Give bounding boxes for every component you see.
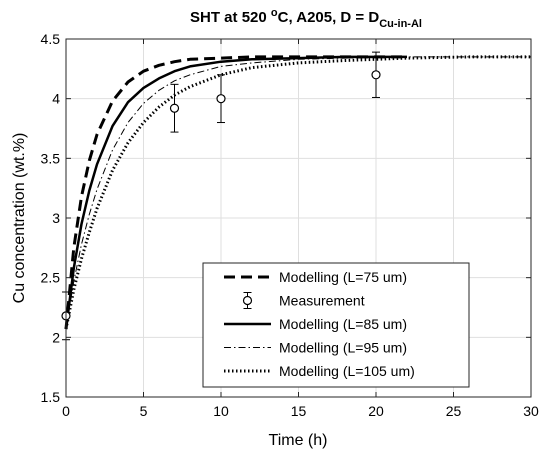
y-tick-label: 3 bbox=[52, 210, 60, 226]
measurement-point bbox=[169, 103, 180, 113]
x-tick-label: 15 bbox=[291, 403, 307, 419]
series-line-modelling-l-95-um bbox=[65, 56, 531, 330]
measurement-point bbox=[371, 70, 381, 80]
y-axis-label: Cu concentration (wt.%) bbox=[11, 133, 28, 304]
y-tick-label: 1.5 bbox=[41, 389, 61, 405]
title-superscript: o bbox=[271, 7, 278, 19]
legend-label: Modelling (L=75 um) bbox=[279, 269, 407, 285]
series-line-modelling-l-85-um bbox=[64, 55, 407, 330]
legend-entry: Modelling (L=105 um) bbox=[224, 363, 415, 379]
legend-marker bbox=[242, 295, 253, 306]
legend-entry: Modelling (L=85 um) bbox=[224, 316, 407, 332]
legend: Modelling (L=75 um) Measurement Modelling … bbox=[202, 262, 470, 388]
legend-label: Measurement bbox=[279, 293, 365, 309]
x-tick-label: 10 bbox=[213, 403, 229, 419]
chart-title: SHT at 520 oC, A205, D = DCu-in-Al bbox=[190, 7, 422, 30]
series-line-modelling-l-75-um bbox=[64, 55, 407, 330]
x-tick-label: 20 bbox=[368, 403, 384, 419]
legend-label: Modelling (L=95 um) bbox=[279, 340, 407, 356]
x-tick-label: 25 bbox=[446, 403, 462, 419]
y-tick-label: 4 bbox=[52, 91, 60, 107]
legend-entry: Modelling (L=75 um) bbox=[224, 269, 407, 285]
x-axis-label: Time (h) bbox=[269, 432, 328, 449]
measurement-point bbox=[216, 94, 226, 104]
y-tick-label: 2.5 bbox=[41, 270, 61, 286]
legend-entry: Modelling (L=95 um) bbox=[224, 340, 407, 356]
legend-label: Modelling (L=85 um) bbox=[279, 316, 407, 332]
x-tick-label: 5 bbox=[140, 403, 148, 419]
title-subscript: Cu-in-Al bbox=[379, 18, 422, 30]
y-tick-label: 2 bbox=[52, 329, 60, 345]
legend-entry: Measurement bbox=[242, 292, 365, 309]
y-tick-label: 3.5 bbox=[41, 150, 61, 166]
y-tick-label: 4.5 bbox=[41, 31, 61, 47]
series-layer bbox=[64, 55, 531, 330]
x-tick-label: 0 bbox=[62, 403, 70, 419]
ticks: 0 5 10 15 20 25 30 1.5 2 2.5 3 3.5 4 4.5 bbox=[41, 31, 539, 419]
x-tick-label: 30 bbox=[523, 403, 539, 419]
legend-label: Modelling (L=105 um) bbox=[279, 363, 415, 379]
